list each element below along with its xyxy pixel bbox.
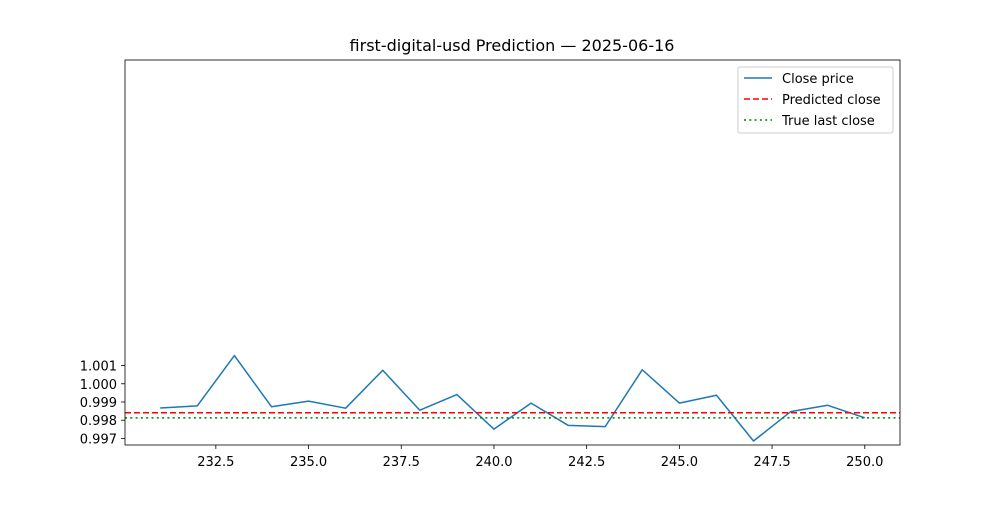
legend-close-price-label: Close price (782, 72, 854, 87)
y-tick-label: 0.999 (80, 396, 117, 411)
x-tick-label: 232.5 (197, 455, 234, 470)
legend: Close price Predicted close True last clos… (737, 66, 894, 134)
close-price-line (160, 354, 866, 442)
chart-title: first-digital-usd Prediction — 2025-06-1… (350, 36, 675, 55)
x-tick-label: 235.0 (290, 455, 327, 470)
x-tick-label: 242.5 (568, 455, 605, 470)
y-tick-label: 1.001 (80, 360, 117, 375)
x-tick-label: 240.0 (475, 455, 512, 470)
x-tick-label: 245.0 (661, 455, 698, 470)
legend-predicted-close-label: Predicted close (782, 93, 881, 108)
plot-frame (124, 59, 901, 446)
series-layer (125, 354, 900, 442)
x-tick-label: 247.5 (753, 455, 790, 470)
legend-box (737, 66, 894, 134)
y-tick-label: 0.997 (80, 432, 117, 447)
x-tick-label: 250.0 (846, 455, 883, 470)
legend-true-last-close-label: True last close (781, 114, 875, 129)
y-tick-label: 0.998 (80, 414, 117, 429)
y-tick-label: 1.000 (80, 378, 117, 393)
y-axis: 0.997 0.998 0.999 1.000 1.001 (80, 360, 125, 447)
x-axis: 232.5 235.0 237.5 240.0 242.5 245.0 247.5 250.0 (197, 445, 883, 470)
x-tick-label: 237.5 (383, 455, 420, 470)
